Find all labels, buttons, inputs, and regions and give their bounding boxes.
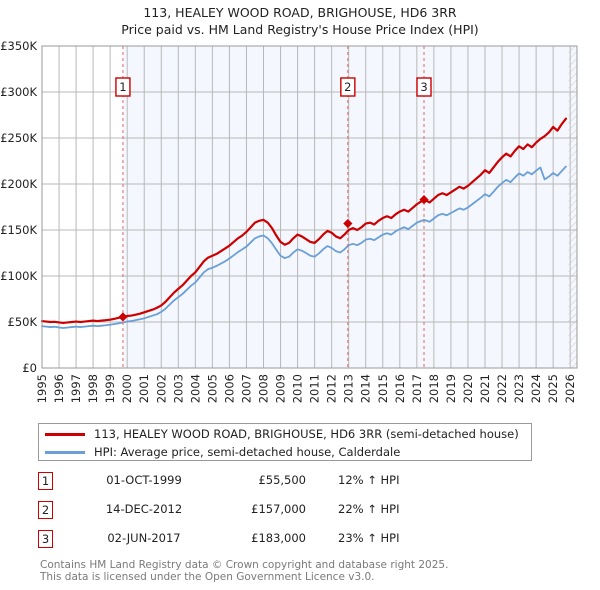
legend-swatch-property xyxy=(45,432,85,436)
x-axis-tick-label: 2007 xyxy=(239,374,253,403)
table-row: 2 14-DEC-2012 £157,000 22% ↑ HPI xyxy=(38,499,558,528)
legend-item-property: 113, HEALEY WOOD ROAD, BRIGHOUSE, HD6 3R… xyxy=(45,425,531,443)
legend-label-property: 113, HEALEY WOOD ROAD, BRIGHOUSE, HD6 3R… xyxy=(94,427,519,441)
marker-point-2 xyxy=(343,218,353,229)
x-axis-tick-label: 2002 xyxy=(154,374,168,403)
x-axis-tick-label: 1998 xyxy=(86,374,100,403)
x-axis-tick-label: 1999 xyxy=(103,374,117,403)
x-axis-tick-label: 2025 xyxy=(546,374,560,403)
x-axis-tick-label: 2000 xyxy=(120,374,134,403)
x-axis-tick-label: 2008 xyxy=(256,374,270,403)
marker-point-1 xyxy=(118,312,128,322)
chart-legend: 113, HEALEY WOOD ROAD, BRIGHOUSE, HD6 3R… xyxy=(38,423,532,461)
table-row: 1 01-OCT-1999 £55,500 12% ↑ HPI xyxy=(38,470,558,499)
marker-box-3 xyxy=(416,77,432,97)
marker-label-2: 2 xyxy=(344,80,351,94)
footer-line-1: Contains HM Land Registry data © Crown c… xyxy=(40,559,449,571)
y-axis-tick-label: £200K xyxy=(0,177,37,191)
plot-border xyxy=(41,45,578,369)
y-axis-tick-label: £0 xyxy=(22,361,37,375)
x-axis-tick-label: 2001 xyxy=(137,374,151,403)
x-axis-tick-label: 2013 xyxy=(342,374,356,403)
y-axis-tick-label: £350K xyxy=(0,39,37,53)
txn-price-3: £183,000 xyxy=(251,531,306,545)
txn-hpi-3: 23% ↑ HPI xyxy=(338,531,400,545)
x-axis-tick-label: 2003 xyxy=(171,374,185,403)
chart-subtitle: Price paid vs. HM Land Registry's House … xyxy=(121,22,479,37)
x-axis-tick-label: 2024 xyxy=(529,374,543,403)
x-axis-tick-label: 2006 xyxy=(222,374,236,403)
marker-label-3: 3 xyxy=(420,80,427,94)
table-row: 3 02-JUN-2017 £183,000 23% ↑ HPI xyxy=(38,528,558,557)
footer-attribution: Contains HM Land Registry data © Crown c… xyxy=(40,559,580,583)
txn-marker-1: 1 xyxy=(38,472,53,490)
x-axis-tick-label: 2015 xyxy=(376,374,390,403)
marker-box-1 xyxy=(115,77,131,97)
x-axis-tick-label: 2026 xyxy=(563,374,577,403)
x-axis-tick-label: 2010 xyxy=(291,374,305,403)
page-title: 113, HEALEY WOOD ROAD, BRIGHOUSE, HD6 3R… xyxy=(0,4,600,38)
series-line-property xyxy=(40,117,568,325)
y-axis-tick-label: £250K xyxy=(0,131,37,145)
shaded-ownership-region xyxy=(122,46,578,368)
x-axis-tick-label: 1997 xyxy=(69,374,83,403)
txn-price-2: £157,000 xyxy=(251,502,306,516)
x-axis-tick-label: 2004 xyxy=(188,374,202,403)
x-axis-tick-label: 2016 xyxy=(393,374,407,403)
txn-price-1: £55,500 xyxy=(258,473,306,487)
legend-swatch-hpi xyxy=(45,450,85,454)
y-axis-tick-label: £150K xyxy=(0,223,37,237)
price-history-chart: £0 £50K £100K £150K £200K £250K £300K £350K 1 2 3 1… xyxy=(0,34,600,416)
txn-marker-2: 2 xyxy=(38,501,53,519)
txn-hpi-2: 22% ↑ HPI xyxy=(338,502,400,516)
x-axis-tick-label: 2009 xyxy=(274,374,288,403)
x-axis-tick-label: 2020 xyxy=(461,374,475,403)
x-axis-tick-label: 1996 xyxy=(52,374,66,403)
y-axis-tick-label: £100K xyxy=(0,269,37,283)
x-axis-tick-label: 2019 xyxy=(444,374,458,403)
x-axis-tick-label: 2014 xyxy=(359,374,373,403)
marker-point-3 xyxy=(419,195,429,205)
chart-title: 113, HEALEY WOOD ROAD, BRIGHOUSE, HD6 3R… xyxy=(143,5,457,20)
x-axis-tick-label: 2012 xyxy=(325,374,339,403)
txn-hpi-1: 12% ↑ HPI xyxy=(338,473,400,487)
x-axis-tick-label: 2017 xyxy=(410,374,424,403)
marker-box-2 xyxy=(340,77,356,97)
txn-marker-3: 3 xyxy=(38,530,53,548)
txn-date-3: 02-JUN-2017 xyxy=(107,531,181,545)
txn-date-2: 14-DEC-2012 xyxy=(105,502,183,516)
x-axis-tick-label: 1995 xyxy=(35,374,49,403)
legend-label-hpi: HPI: Average price, semi-detached house,… xyxy=(94,445,401,459)
forecast-hatch-band xyxy=(568,46,577,368)
x-axis-tick-label: 2022 xyxy=(495,374,509,403)
marker-label-1: 1 xyxy=(119,80,126,94)
txn-date-1: 01-OCT-1999 xyxy=(106,473,182,487)
chart-svg: £0 £50K £100K £150K £200K £250K £300K £350K 1 2 3 1… xyxy=(0,39,578,403)
x-axis-tick-label: 2021 xyxy=(478,374,492,403)
legend-item-hpi: HPI: Average price, semi-detached house,… xyxy=(45,443,531,461)
y-axis-tick-label: £50K xyxy=(8,315,38,329)
transactions-table: 1 01-OCT-1999 £55,500 12% ↑ HPI 2 14-DEC… xyxy=(38,470,558,557)
x-axis-tick-label: 2011 xyxy=(308,374,322,403)
footer-line-2: This data is licensed under the Open Gov… xyxy=(40,571,375,583)
y-axis-tick-label: £300K xyxy=(0,85,37,99)
x-axis-tick-label: 2023 xyxy=(512,374,526,403)
series-line-hpi xyxy=(41,165,567,329)
x-axis-tick-label: 2018 xyxy=(427,374,441,403)
x-axis-tick-label: 2005 xyxy=(205,374,219,403)
